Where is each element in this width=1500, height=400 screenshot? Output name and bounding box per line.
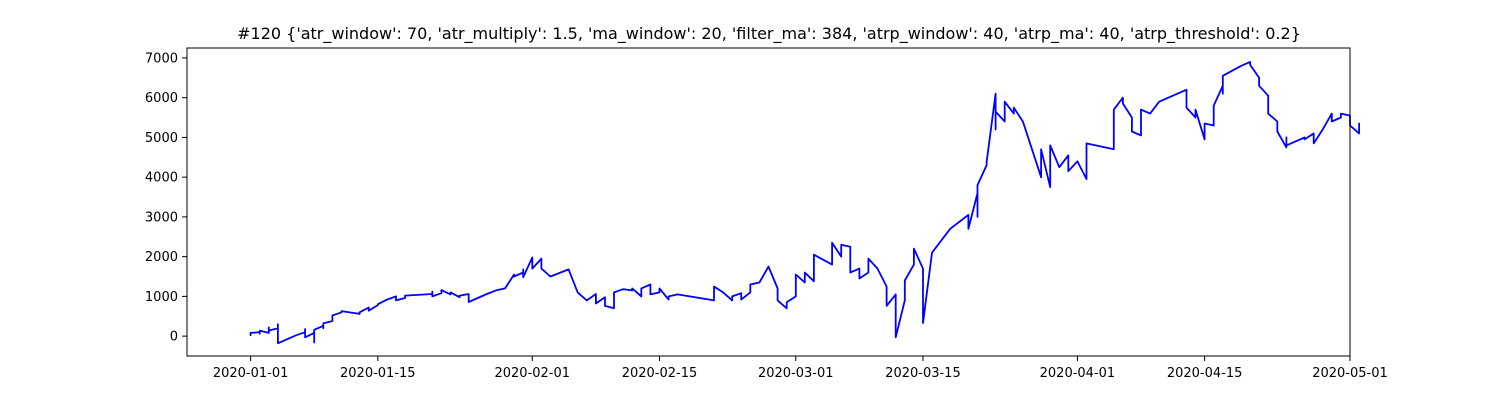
y-tick-label: 2000	[145, 250, 178, 265]
y-tick-label: 6000	[145, 91, 178, 106]
x-tick-label: 2020-02-01	[494, 366, 570, 381]
y-tick-label: 7000	[145, 51, 178, 66]
plot-area: 2020-01-01 2020-01-15 2020-02-01 2020-02-15…	[145, 47, 1388, 381]
y-tick-label: 5000	[145, 131, 178, 146]
x-tick-label: 2020-04-15	[1167, 366, 1243, 381]
x-tick-label: 2020-05-01	[1312, 366, 1388, 381]
y-tick-label: 1000	[145, 290, 178, 305]
y-tick-label: 3000	[145, 210, 178, 225]
x-tick-label: 2020-03-15	[885, 366, 961, 381]
x-tick-label: 2020-01-01	[213, 366, 289, 381]
y-tick-label: 4000	[145, 171, 178, 186]
x-tick-label: 2020-04-01	[1040, 366, 1116, 381]
chart-title: #120 {'atr_window': 70, 'atr_multiply': …	[237, 24, 1301, 44]
y-tick-label: 0	[170, 330, 178, 345]
series-line-1	[249, 61, 1360, 345]
x-tick-label: 2020-03-01	[758, 366, 834, 381]
axes-frame	[186, 47, 1351, 357]
x-tick-label: 2020-01-15	[340, 366, 416, 381]
x-tick-label: 2020-02-15	[622, 366, 698, 381]
